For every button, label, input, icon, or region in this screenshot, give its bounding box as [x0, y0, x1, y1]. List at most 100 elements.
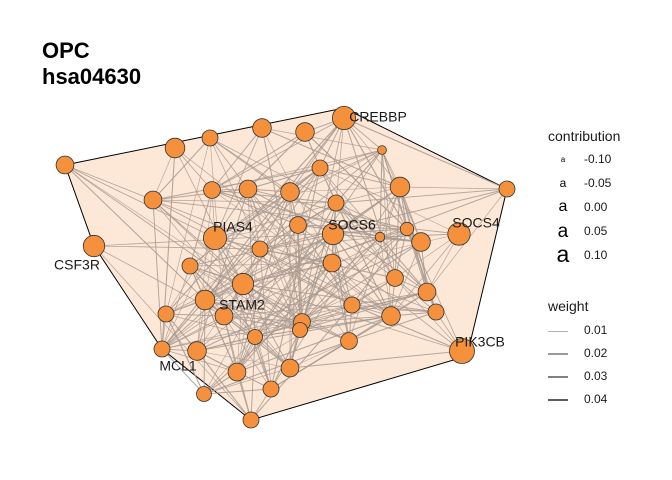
- node-label-layer: CREBBP CSF3R PIAS4 SOCS6 SOCS4 STAM2 MCL1 PIK3C…: [54, 109, 505, 374]
- network-edge: [289, 186, 401, 193]
- network-edge: [335, 149, 383, 204]
- node-n11: [203, 181, 221, 199]
- node-label-pik3cb: PIK3CB: [455, 334, 505, 350]
- network-edge: [289, 117, 345, 193]
- network-edge: [165, 233, 334, 315]
- network-edge: [247, 188, 261, 250]
- plot-title-line1: OPC: [42, 38, 90, 63]
- network-edge: [332, 233, 392, 317]
- node-n39: [292, 322, 308, 338]
- network-edge: [270, 340, 350, 390]
- network-edge: [204, 248, 261, 301]
- network-edge: [204, 299, 303, 323]
- network-edge: [196, 189, 213, 352]
- network-edge: [196, 350, 291, 369]
- network-edge: [335, 202, 381, 238]
- node-n29: [417, 282, 437, 302]
- network-edge: [223, 304, 353, 317]
- weight-legend-line: [548, 353, 568, 355]
- node-n24: [214, 306, 234, 326]
- network-edge: [196, 241, 422, 352]
- node-n31: [247, 329, 263, 345]
- node-n36: [227, 362, 247, 382]
- network-edge: [319, 149, 383, 169]
- weight-legend-line: [548, 330, 568, 332]
- network-edge: [161, 237, 216, 350]
- node-n7: [311, 159, 329, 177]
- network-edge: [165, 313, 225, 317]
- network-edge: [301, 315, 392, 323]
- node-n15: [289, 216, 307, 234]
- network-edge: [236, 248, 261, 373]
- network-edge: [319, 167, 401, 188]
- network-edge: [209, 137, 261, 250]
- network-edge: [247, 167, 321, 190]
- network-edge: [236, 262, 333, 373]
- node-n6: [295, 122, 315, 142]
- network-edge: [203, 367, 291, 395]
- node-label-stam2: STAM2: [219, 297, 265, 313]
- network-edge: [261, 127, 401, 188]
- network-edge: [259, 248, 392, 317]
- network-edge: [93, 245, 261, 250]
- network-edge: [161, 348, 238, 373]
- weight-legend-line: [548, 398, 568, 402]
- network-edge: [161, 299, 206, 350]
- contribution-legend-label: 0.05: [584, 224, 608, 238]
- network-edge: [381, 149, 392, 317]
- node-label-socs4: SOCS4: [452, 215, 500, 231]
- network-edge: [152, 188, 249, 201]
- node-n22: [386, 269, 404, 287]
- network-edge: [161, 265, 191, 350]
- network-edge: [152, 167, 321, 201]
- edge-layer: [64, 117, 508, 421]
- node-crebbp: [331, 106, 356, 131]
- contribution-legend-glyph: a: [559, 176, 567, 191]
- network-edge: [165, 313, 205, 395]
- network-edge: [331, 262, 350, 342]
- network-edge: [351, 291, 428, 306]
- network-edge: [64, 164, 206, 301]
- network-edge: [209, 137, 428, 293]
- network-edge: [250, 336, 256, 421]
- node-n33: [340, 332, 358, 350]
- network-edge: [203, 336, 256, 395]
- network-edge: [189, 265, 301, 331]
- contribution-legend-label: 0.00: [584, 200, 608, 214]
- node-n9: [498, 180, 516, 198]
- network-edge: [297, 224, 408, 230]
- network-edge: [254, 228, 408, 338]
- network-edge: [93, 245, 252, 421]
- node-n3: [201, 129, 219, 147]
- node-n23: [194, 289, 216, 311]
- network-edge: [214, 167, 321, 239]
- weight-legend-label: 0.01: [584, 323, 608, 337]
- network-edge: [289, 340, 350, 369]
- network-edge: [250, 186, 401, 421]
- network-edge: [259, 149, 383, 250]
- node-n8: [389, 176, 411, 198]
- node-socs4: [447, 222, 471, 246]
- network-edge: [204, 299, 301, 331]
- network-edge: [261, 127, 383, 151]
- network-edge: [211, 189, 337, 204]
- weight-legend-label: 0.04: [584, 392, 608, 406]
- network-edge: [203, 340, 350, 395]
- node-n5: [377, 145, 387, 155]
- node-n35: [196, 386, 212, 402]
- network-edge: [319, 167, 396, 279]
- network-edge: [351, 304, 463, 352]
- network-edge: [236, 224, 299, 373]
- network-edge: [152, 137, 211, 201]
- network-edge: [204, 167, 321, 301]
- network-edge: [204, 262, 333, 301]
- node-label-socs6: SOCS6: [328, 217, 376, 233]
- node-n4: [252, 118, 272, 138]
- contribution-legend-label: -0.10: [584, 152, 612, 166]
- network-edge: [297, 224, 301, 331]
- network-edge: [189, 189, 213, 267]
- network-edge: [299, 315, 392, 331]
- network-edge: [261, 127, 303, 323]
- weight-legend-label: 0.03: [584, 369, 608, 383]
- network-edge: [259, 248, 301, 331]
